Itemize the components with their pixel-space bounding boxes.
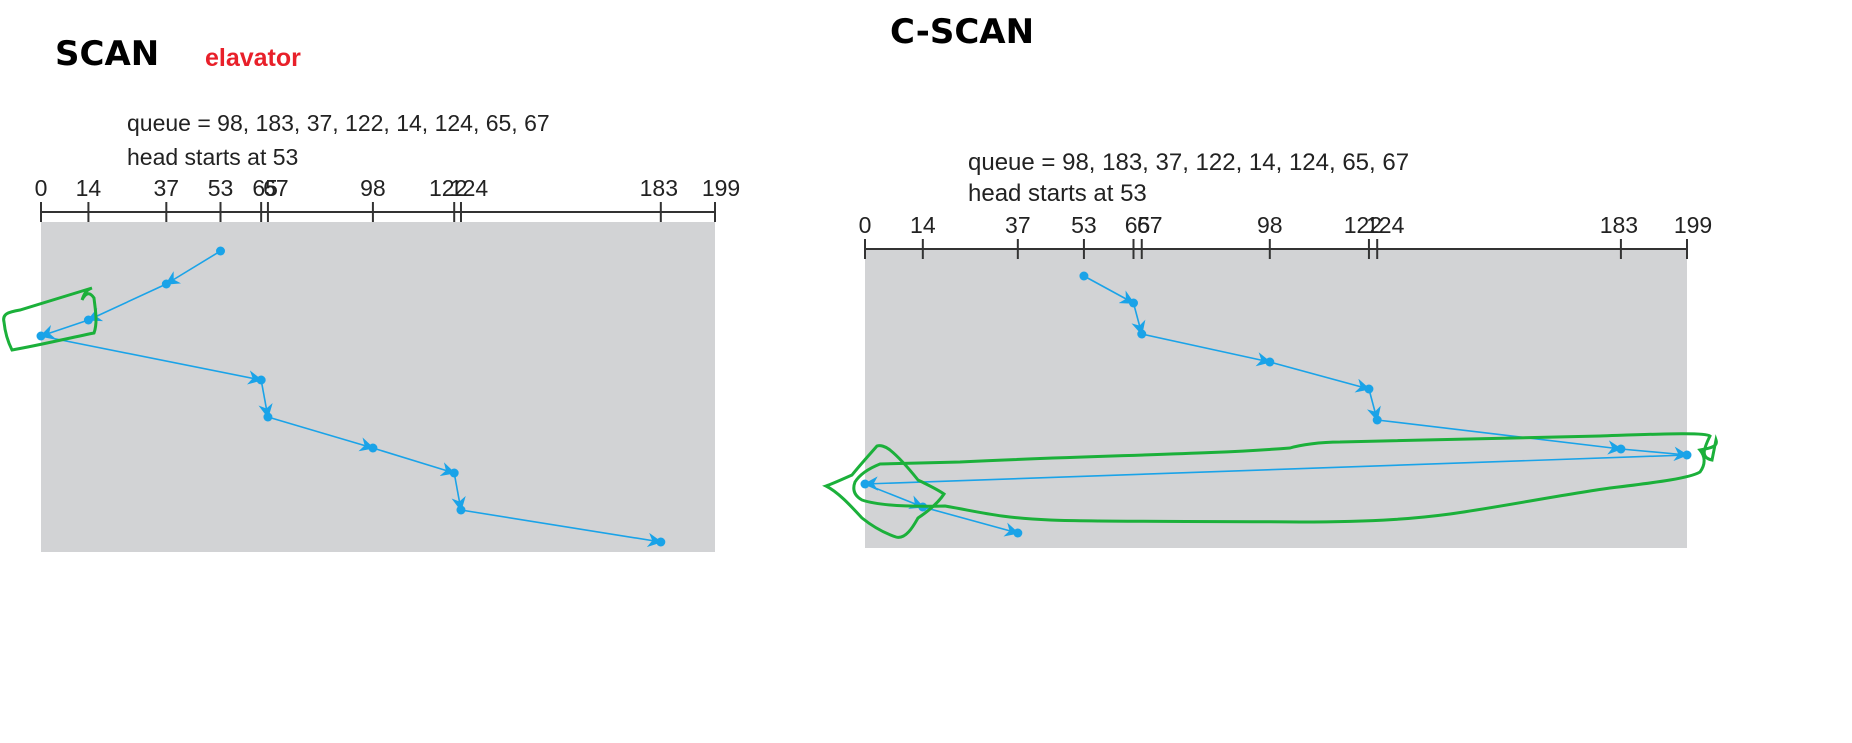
scan-segment-2 <box>39 319 89 339</box>
cscan-point-6 <box>1616 444 1626 454</box>
scan-tick-label-122: 122 <box>429 175 467 201</box>
scan-tick-label-67: 67 <box>263 175 289 201</box>
cscan-segment-4 <box>1366 388 1381 422</box>
cscan-tick-label-183: 183 <box>1600 212 1638 238</box>
scan-tick-label-98: 98 <box>360 175 386 201</box>
cscan-segment-1 <box>1131 302 1146 336</box>
cscan-head-text: head starts at 53 <box>968 180 1147 207</box>
cscan-tick-label-122: 122 <box>1344 212 1382 238</box>
cscan-point-0 <box>1079 271 1089 281</box>
scan-segment-5 <box>267 416 375 452</box>
scan-tick-label-0: 0 <box>35 175 48 201</box>
scan-segment-0 <box>165 250 221 285</box>
scan-point-9 <box>656 537 666 547</box>
cscan-tick-label-199: 199 <box>1674 212 1712 238</box>
scan-point-6 <box>368 443 378 453</box>
cscan-segment-3 <box>1269 361 1371 393</box>
cscan-segment-6 <box>1620 446 1689 461</box>
scan-segment-6 <box>372 447 456 477</box>
scan-segment-7 <box>451 472 466 512</box>
cscan-annotation-scribble <box>852 432 1718 524</box>
cscan-tick-label-14: 14 <box>910 212 936 238</box>
scan-queue-text: queue = 98, 183, 37, 122, 14, 124, 65, 6… <box>127 110 550 136</box>
scan-panel <box>41 222 715 552</box>
scan-point-4 <box>256 375 266 385</box>
cscan-segment-0 <box>1083 275 1135 304</box>
cscan-segment-7 <box>863 454 1688 491</box>
scan-tick-label-14: 14 <box>76 175 102 201</box>
cscan-panel <box>865 249 1687 548</box>
cscan-segment-9 <box>922 506 1020 537</box>
scan-point-5 <box>263 412 273 422</box>
cscan-tick-label-65: 65 <box>1125 212 1151 238</box>
cscan-tick-label-67: 67 <box>1137 212 1163 238</box>
cscan-tick-label-53: 53 <box>1071 212 1097 238</box>
scan-head-path <box>36 246 666 548</box>
scan-point-7 <box>449 468 459 478</box>
scan-tick-label-124: 124 <box>450 175 489 201</box>
cscan-point-10 <box>1013 528 1023 538</box>
cscan-point-2 <box>1137 329 1147 339</box>
scan-point-3 <box>36 331 46 341</box>
scan-head-text: head starts at 53 <box>127 144 299 170</box>
scan-point-0 <box>216 246 226 256</box>
scan-segment-4 <box>258 379 273 419</box>
cscan-segment-2 <box>1141 333 1272 367</box>
cscan-tick-label-98: 98 <box>1257 212 1283 238</box>
scan-tick-label-199: 199 <box>702 175 740 201</box>
cscan-tick-label-124: 124 <box>1366 212 1405 238</box>
cscan-segment-5 <box>1377 419 1623 455</box>
cscan-point-7 <box>1682 450 1692 460</box>
cscan-head-path <box>860 271 1692 538</box>
cscan-point-8 <box>860 479 870 489</box>
scan-point-2 <box>83 315 93 325</box>
cscan-point-1 <box>1128 298 1138 308</box>
cscan-segment-8 <box>864 483 925 509</box>
cscan-point-5 <box>1372 415 1382 425</box>
elavator-note: elavator <box>205 44 301 72</box>
cscan-title: C-SCAN <box>890 12 1035 52</box>
scan-segment-3 <box>40 335 263 385</box>
cscan-point-4 <box>1364 384 1374 394</box>
scan-title: SCAN <box>55 34 160 74</box>
scan-tick-label-37: 37 <box>154 175 180 201</box>
cscan-queue-text: queue = 98, 183, 37, 122, 14, 124, 65, 6… <box>968 149 1410 176</box>
scan-segment-1 <box>87 283 167 322</box>
scan-segment-8 <box>460 509 663 548</box>
scan-tick-label-53: 53 <box>208 175 234 201</box>
scan-tick-label-183: 183 <box>640 175 678 201</box>
scan-point-8 <box>456 505 466 515</box>
scan-tick-label-65: 65 <box>252 175 278 201</box>
cscan-point-3 <box>1265 357 1275 367</box>
cscan-tick-label-0: 0 <box>859 212 872 238</box>
scan-point-1 <box>161 279 171 289</box>
cscan-tick-label-37: 37 <box>1005 212 1031 238</box>
scan-annotation-scribble <box>2 286 98 352</box>
cscan-left-annotation-scribble <box>822 444 947 539</box>
